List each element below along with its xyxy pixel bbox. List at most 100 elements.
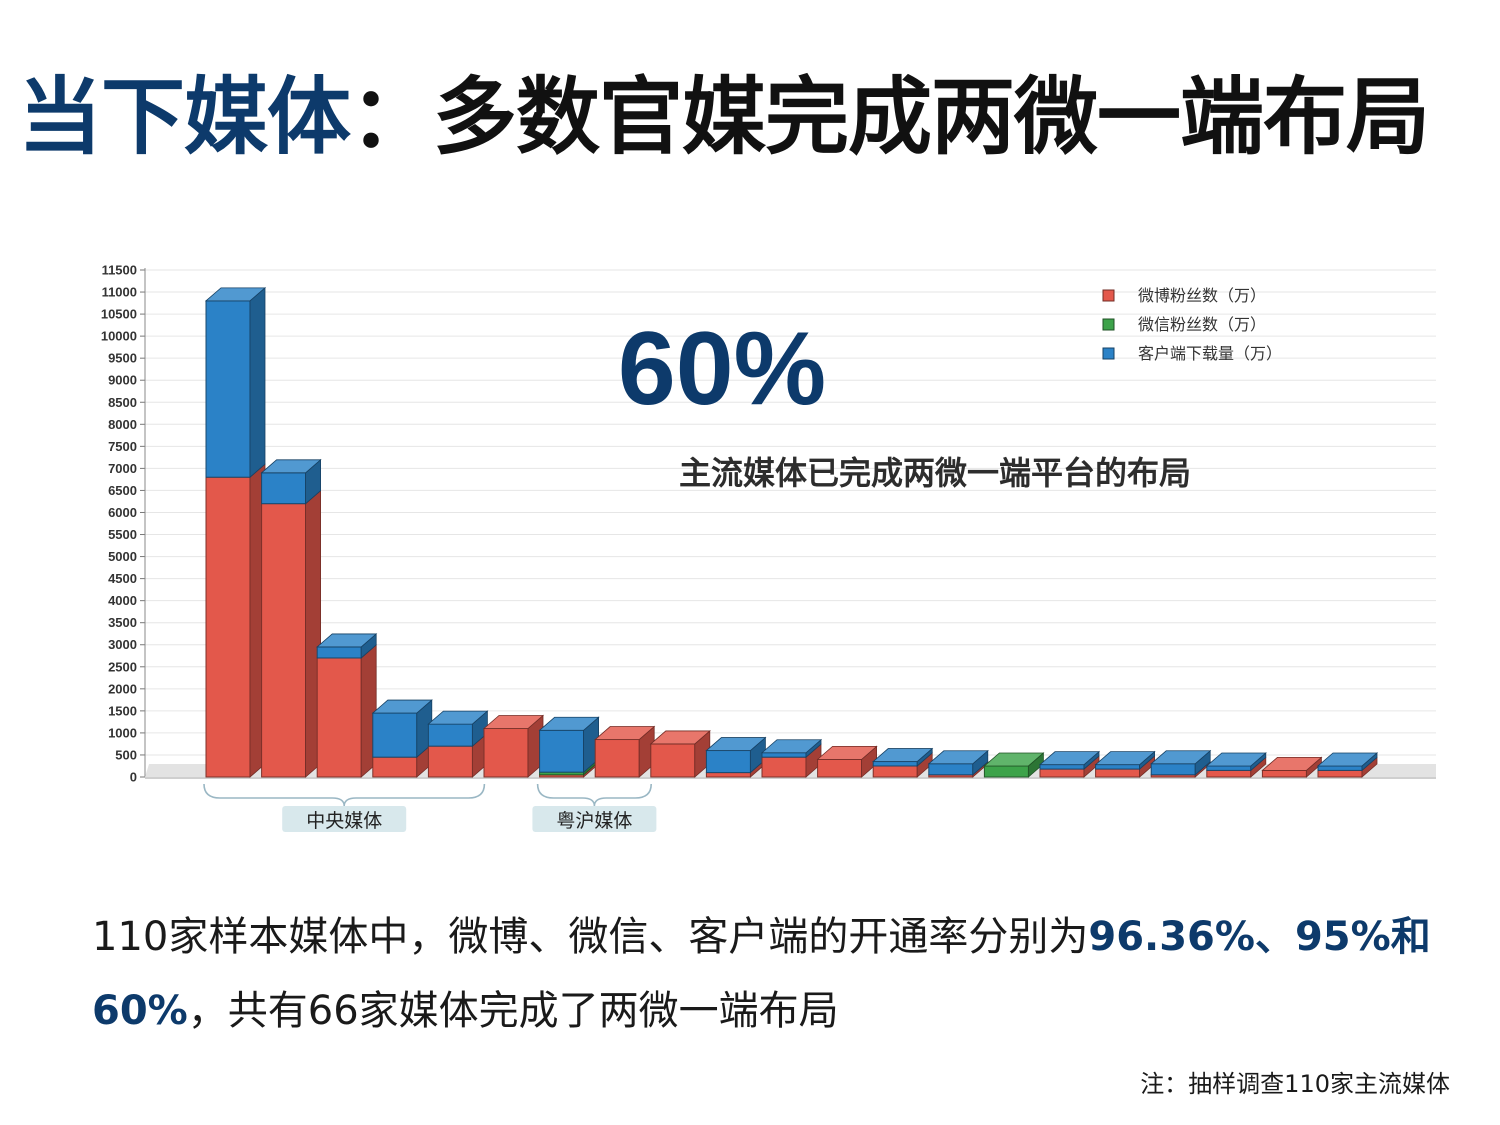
bar-segment bbox=[372, 756, 418, 778]
bar-segment bbox=[1206, 769, 1252, 778]
y-tick-label: 8500 bbox=[108, 395, 137, 410]
y-tick-label: 1500 bbox=[108, 703, 137, 718]
bar-segment bbox=[983, 765, 1029, 778]
bar-top bbox=[316, 633, 378, 648]
bar-top bbox=[427, 710, 489, 725]
bar-top bbox=[594, 726, 656, 740]
bar-top bbox=[260, 459, 322, 474]
bar-segment bbox=[872, 761, 918, 767]
y-tick-label: 9000 bbox=[108, 373, 137, 388]
bar-segment bbox=[594, 739, 640, 778]
summary-text: 110家样本媒体中，微博、微信、客户端的开通率分别为96.36%、95%和60%… bbox=[92, 900, 1452, 1048]
stacked-bar-chart: 0 500 1000 1500 2000 2500 3000 3500 4000 4500 5000… bbox=[101, 263, 1436, 832]
bar-segment bbox=[1039, 764, 1085, 770]
bar-segment bbox=[817, 758, 863, 778]
y-tick-label: 11000 bbox=[102, 285, 137, 300]
bar-segment bbox=[1095, 768, 1141, 778]
group-label: 粤沪媒体 bbox=[556, 810, 632, 832]
bar-top bbox=[816, 745, 878, 760]
bar-top bbox=[649, 730, 711, 745]
title-highlight: 当下媒体 bbox=[18, 68, 351, 166]
y-tick-label: 10500 bbox=[101, 307, 137, 322]
bar-segment bbox=[372, 712, 418, 758]
bar-segment bbox=[1095, 764, 1141, 770]
y-tick-label: 500 bbox=[115, 747, 137, 762]
title-rest: ：多数官媒完成两微一端布局 bbox=[350, 68, 1430, 166]
y-tick-label: 2000 bbox=[108, 681, 137, 696]
bar-top bbox=[760, 739, 823, 754]
group-label: 中央媒体 bbox=[306, 810, 382, 832]
bar-top bbox=[1038, 751, 1101, 766]
bar-segment bbox=[205, 476, 251, 778]
y-tick-label: 9500 bbox=[108, 351, 137, 366]
legend-swatch bbox=[1102, 347, 1115, 360]
bar-top bbox=[1094, 751, 1156, 766]
callout-subtitle: 主流媒体已完成两微一端平台的布局 bbox=[679, 454, 1191, 492]
bar-segment bbox=[316, 646, 362, 659]
page-title: 当下媒体：多数官媒完成两微一端布局 bbox=[18, 62, 1430, 172]
y-tick-label: 3000 bbox=[108, 637, 137, 652]
bar-segment bbox=[483, 728, 529, 778]
bar-segment bbox=[705, 750, 751, 774]
y-tick-label: 6000 bbox=[108, 505, 137, 520]
bar-segment bbox=[427, 745, 473, 778]
bar-segment bbox=[1039, 768, 1085, 778]
category-groups: 中央媒体 粤沪媒体 bbox=[203, 783, 657, 832]
chart-bars bbox=[204, 286, 1379, 778]
bar-segment bbox=[261, 503, 307, 778]
summary-highlight: 96.36%、95%和60% bbox=[92, 914, 1431, 1034]
bar-segment bbox=[1206, 765, 1252, 771]
summary-part2: ，共有66家媒体完成了两微一端布局 bbox=[187, 988, 839, 1034]
bar-segment bbox=[1317, 765, 1363, 771]
group-label-bg bbox=[532, 806, 657, 832]
y-axis: 0 500 1000 1500 2000 2500 3000 3500 4000 4500 5000… bbox=[101, 263, 146, 785]
legend-swatch bbox=[1102, 318, 1115, 331]
y-tick-label: 2500 bbox=[108, 659, 137, 674]
bar-segment bbox=[761, 756, 807, 778]
y-tick-label: 6500 bbox=[108, 483, 137, 498]
bar-top bbox=[1316, 752, 1379, 767]
bar-top bbox=[1150, 750, 1212, 765]
y-tick-label: 8000 bbox=[108, 417, 137, 432]
bar-segment bbox=[872, 765, 918, 778]
y-tick-label: 0 bbox=[130, 770, 137, 785]
bar-top bbox=[482, 715, 545, 729]
y-tick-label: 3500 bbox=[108, 615, 137, 630]
y-tick-label: 11500 bbox=[102, 263, 137, 278]
bar-side bbox=[249, 286, 266, 479]
bar-segment bbox=[1317, 769, 1363, 778]
bar-top bbox=[538, 716, 600, 731]
bar-segment bbox=[261, 472, 307, 505]
bar-segment bbox=[1150, 763, 1196, 776]
group-bracket bbox=[203, 783, 486, 807]
group-label-bg bbox=[282, 806, 407, 832]
bar-segment bbox=[539, 729, 585, 773]
y-tick-label: 10000 bbox=[101, 329, 137, 344]
bar-segment bbox=[928, 763, 974, 776]
bar-segment bbox=[1261, 769, 1307, 778]
bar-top bbox=[927, 750, 989, 765]
legend-label: 微信粉丝数（万） bbox=[1138, 315, 1266, 334]
bar-segment bbox=[427, 723, 473, 747]
y-tick-label: 1000 bbox=[108, 725, 137, 740]
bar-top bbox=[983, 752, 1045, 767]
bar-top bbox=[371, 699, 433, 714]
bar-top bbox=[1261, 756, 1323, 771]
y-tick-label: 5000 bbox=[108, 549, 137, 564]
y-tick-label: 4000 bbox=[108, 593, 137, 608]
bar-top bbox=[705, 737, 767, 751]
y-tick-label: 5500 bbox=[108, 527, 137, 542]
footnote: 注：抽样调查110家主流媒体 bbox=[1140, 1070, 1450, 1098]
y-tick-label: 4500 bbox=[108, 571, 137, 586]
bar-top bbox=[872, 748, 934, 762]
bar-top bbox=[1205, 752, 1267, 767]
floor-edge bbox=[145, 777, 1436, 779]
legend-swatch bbox=[1102, 289, 1115, 302]
legend-label: 客户端下载量（万） bbox=[1138, 344, 1282, 363]
y-tick-label: 7500 bbox=[108, 439, 137, 454]
bar-segment bbox=[205, 300, 251, 478]
bar-segment bbox=[705, 772, 751, 778]
bar-segment bbox=[650, 743, 696, 778]
summary-part1: 110家样本媒体中，微博、微信、客户端的开通率分别为 bbox=[92, 914, 1089, 960]
bar-segment bbox=[761, 752, 807, 758]
